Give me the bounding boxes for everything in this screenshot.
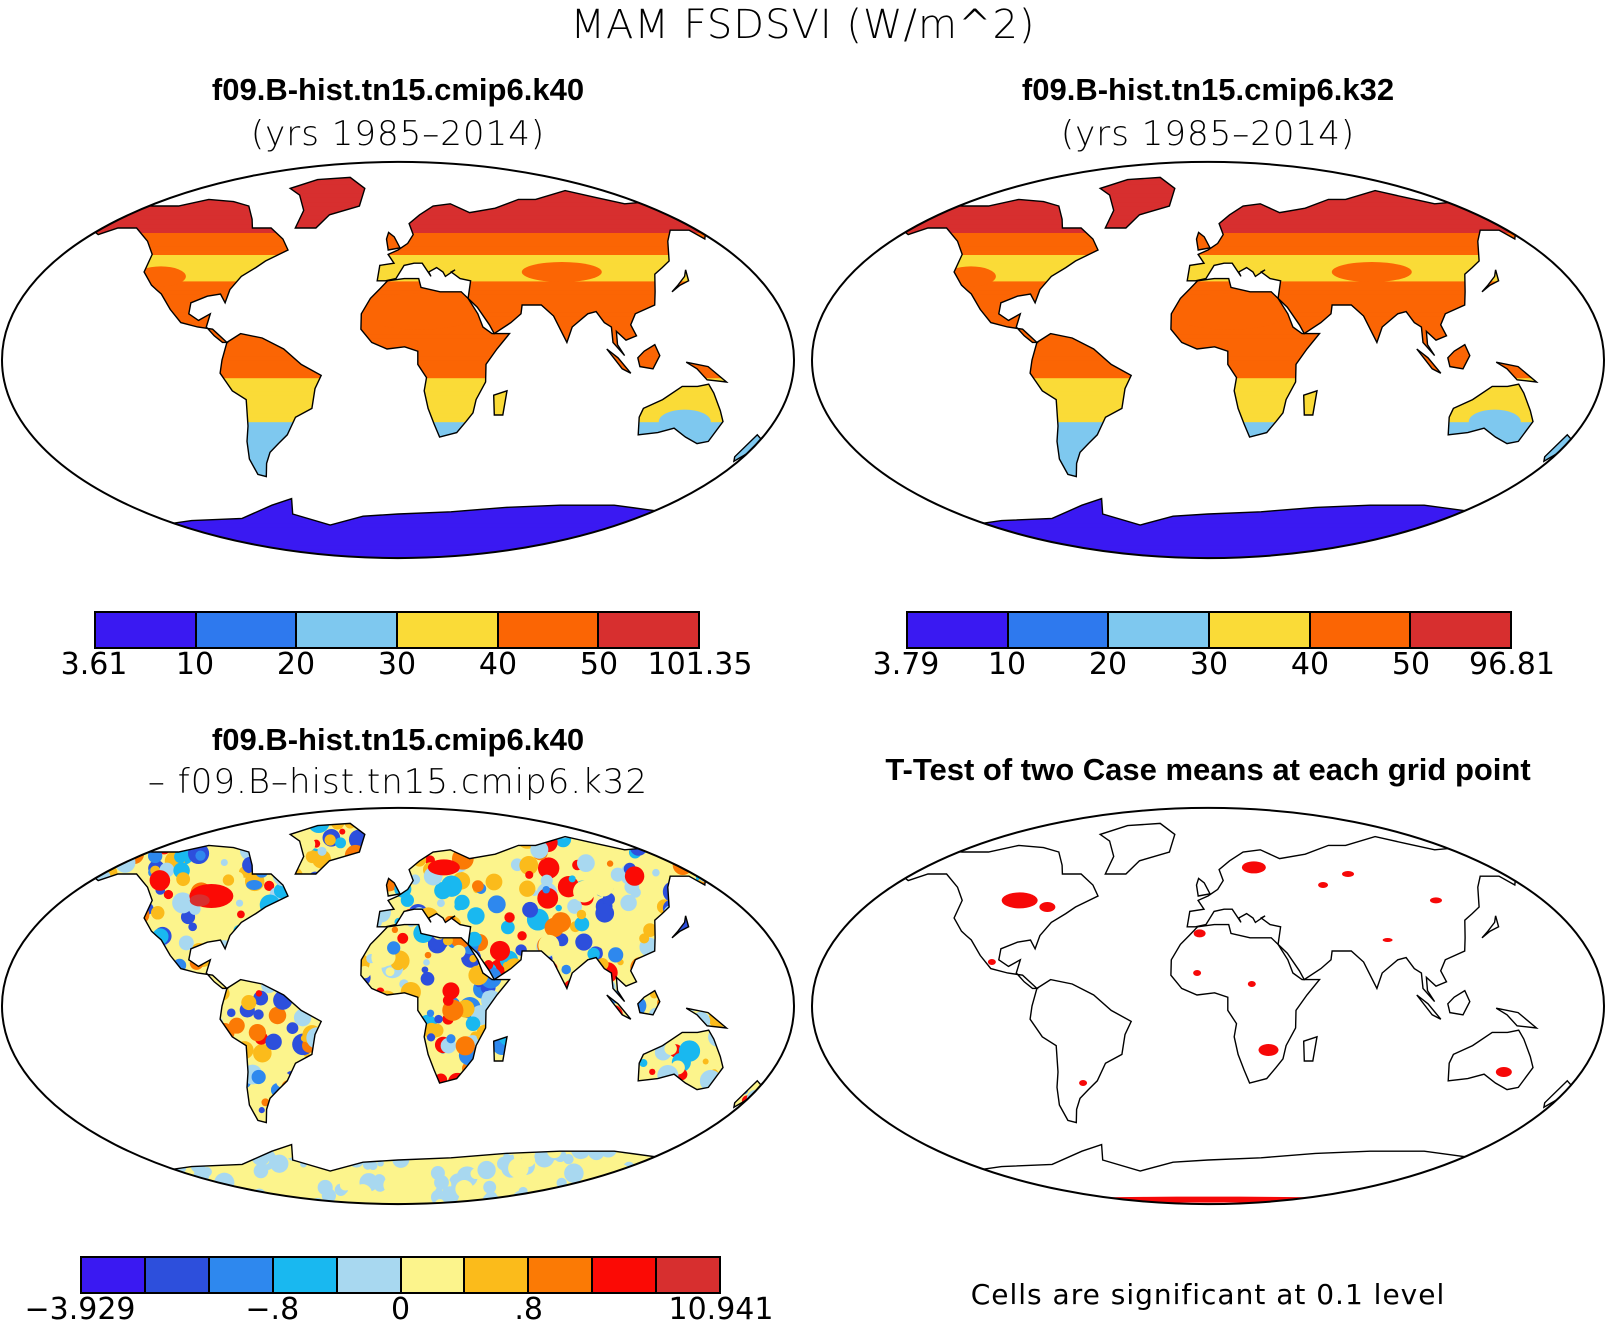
figure-title: MAM FSDSVI (W/m^2) — [570, 2, 1036, 48]
colorbar-tick-label: .8 — [514, 1292, 543, 1327]
colorbar-segment — [1310, 613, 1412, 647]
colorbar-tr — [906, 611, 1512, 649]
colorbar-tick-label: 3.61 — [60, 647, 128, 682]
colorbar-tick-label: 10 — [175, 647, 215, 682]
colorbar-segment — [1008, 613, 1110, 647]
colorbar-segment — [145, 1258, 210, 1292]
colorbar-segment — [599, 613, 699, 647]
colorbar-tick-label: 50 — [579, 647, 619, 682]
colorbar-segment — [465, 1258, 530, 1292]
panel-tl-subtitle: (yrs 1985–2014) — [250, 114, 546, 154]
colorbar-segment — [337, 1258, 402, 1292]
colorbar-tick-label: −3.929 — [24, 1292, 136, 1327]
colorbar-tick-label: 30 — [377, 647, 417, 682]
panel-tr-subtitle: (yrs 1985–2014) — [1060, 114, 1356, 154]
colorbar-segment — [1411, 613, 1511, 647]
colorbar-bl — [80, 1256, 721, 1294]
colorbar-tick-label: 10 — [987, 647, 1027, 682]
colorbar-tl — [94, 611, 700, 649]
map-panel-tl — [0, 161, 796, 559]
panel-br-title: T-Test of two Case means at each grid po… — [885, 752, 1531, 787]
panel-bl-title: f09.B-hist.tn15.cmip6.k40 — [211, 722, 585, 757]
colorbar-segment — [273, 1258, 338, 1292]
colorbar-segment — [398, 613, 499, 647]
significance-note: Cells are significant at 0.1 level — [970, 1278, 1446, 1311]
panel-tr-title: f09.B-hist.tn15.cmip6.k32 — [1021, 72, 1395, 107]
colorbar-tick-label: 40 — [478, 647, 518, 682]
colorbar-tick-label: 30 — [1189, 647, 1229, 682]
colorbar-tick-label: 101.35 — [647, 647, 753, 682]
colorbar-segment — [908, 613, 1009, 647]
map-panel-br — [810, 807, 1606, 1205]
colorbar-tick-label: −.8 — [245, 1292, 300, 1327]
panel-tl-title: f09.B-hist.tn15.cmip6.k40 — [211, 72, 585, 107]
panel-bl-subtitle: – f09.B–hist.tn15.cmip6.k32 — [147, 762, 649, 802]
colorbar-segment — [529, 1258, 594, 1292]
colorbar-segment — [657, 1258, 720, 1292]
colorbar-tick-label: 96.81 — [1469, 647, 1555, 682]
colorbar-tick-label: 40 — [1290, 647, 1330, 682]
colorbar-segment — [96, 613, 197, 647]
colorbar-tick-label: 3.79 — [872, 647, 940, 682]
colorbar-tick-label: 0 — [390, 1292, 411, 1327]
colorbar-segment — [82, 1258, 146, 1292]
colorbar-segment — [196, 613, 298, 647]
colorbar-segment — [209, 1258, 274, 1292]
map-panel-bl — [0, 807, 796, 1205]
colorbar-segment — [297, 613, 399, 647]
colorbar-tick-label: 20 — [276, 647, 316, 682]
map-panel-tr — [810, 161, 1606, 559]
colorbar-tick-label: 20 — [1088, 647, 1128, 682]
colorbar-segment — [1109, 613, 1211, 647]
colorbar-tick-label: 10.941 — [668, 1292, 774, 1327]
colorbar-segment — [1210, 613, 1311, 647]
colorbar-segment — [593, 1258, 658, 1292]
colorbar-tick-label: 50 — [1391, 647, 1431, 682]
colorbar-segment — [401, 1258, 466, 1292]
colorbar-segment — [498, 613, 600, 647]
